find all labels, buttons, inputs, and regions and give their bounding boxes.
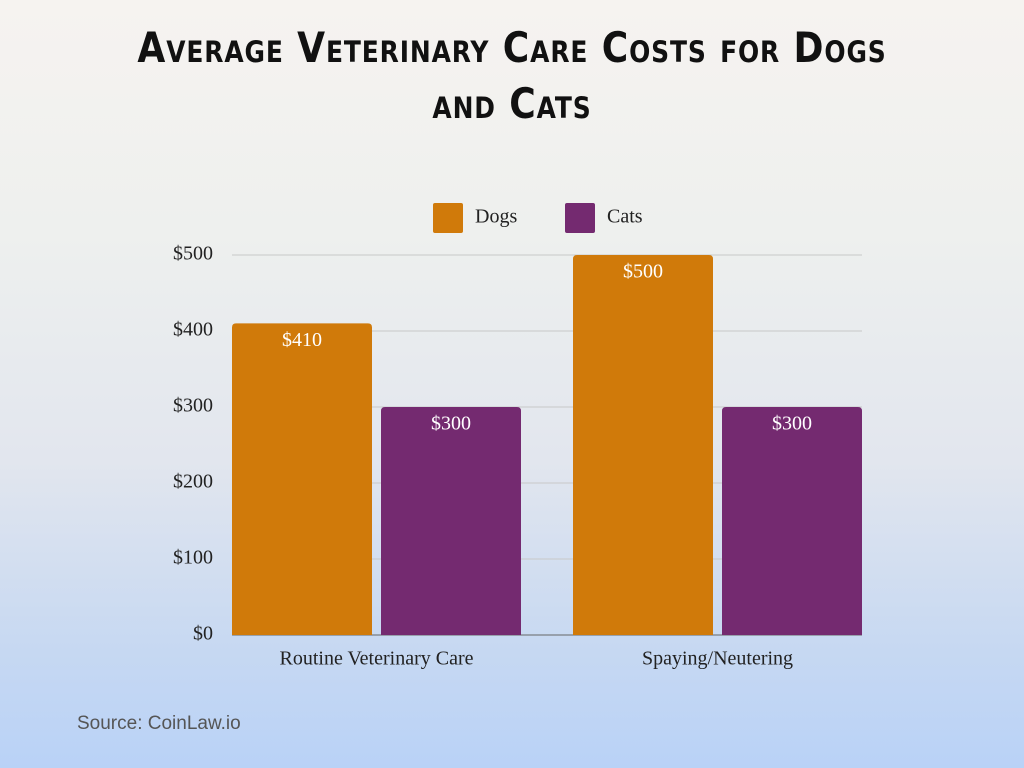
y-tick-label: $300: [173, 395, 213, 417]
legend-label: Cats: [607, 206, 643, 228]
x-tick-label: Spaying/Neutering: [642, 648, 793, 670]
y-tick-label: $0: [193, 623, 213, 645]
value-label: $500: [623, 261, 663, 283]
bar: [232, 323, 372, 635]
y-tick-label: $100: [173, 547, 213, 569]
y-tick-label: $200: [173, 471, 213, 493]
chart-title: Average Veterinary Care Costs for Dogs a…: [137, 23, 887, 128]
value-label: $300: [431, 413, 471, 435]
bar: [722, 407, 862, 635]
legend-swatch: [565, 203, 595, 233]
value-label: $300: [772, 413, 812, 435]
x-tick-label: Routine Veterinary Care: [279, 648, 473, 670]
legend-label: Dogs: [475, 206, 517, 228]
value-label: $410: [282, 329, 322, 351]
legend-swatch: [433, 203, 463, 233]
y-tick-label: $500: [173, 243, 213, 265]
y-tick-label: $400: [173, 319, 213, 341]
bar: [573, 255, 713, 635]
source: Source: CoinLaw.io: [77, 713, 241, 734]
bar: [381, 407, 521, 635]
